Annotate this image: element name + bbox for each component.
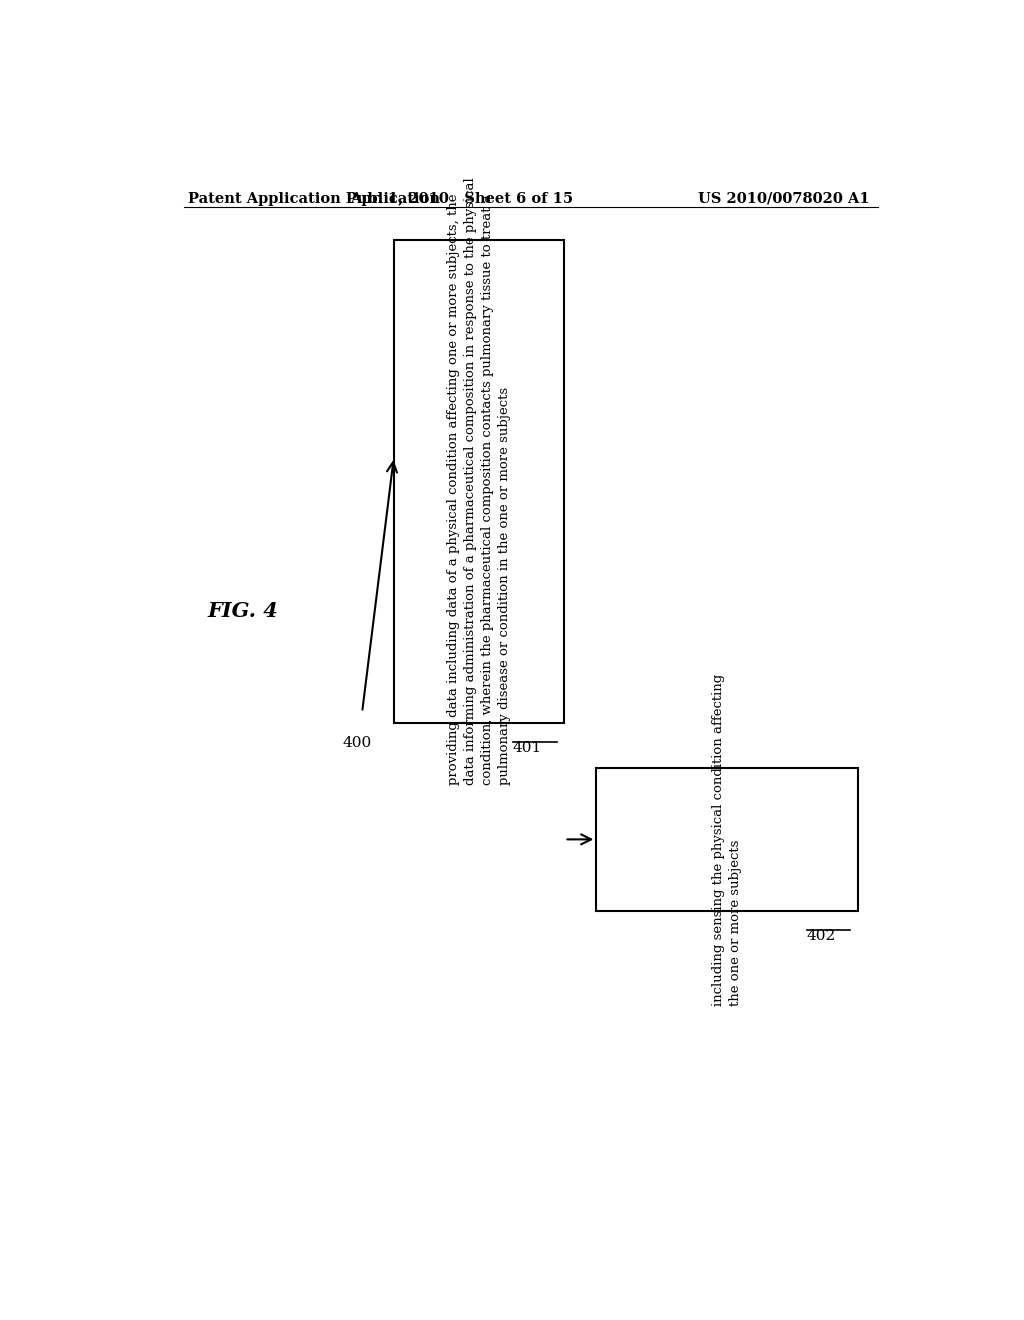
Bar [394, 240, 564, 722]
Text: Patent Application Publication: Patent Application Publication [187, 191, 439, 206]
Text: 400: 400 [342, 735, 372, 750]
Text: Apr. 1, 2010   Sheet 6 of 15: Apr. 1, 2010 Sheet 6 of 15 [350, 191, 572, 206]
Bar [596, 768, 858, 911]
Text: providing data including data of a physical condition affecting one or more subj: providing data including data of a physi… [447, 177, 511, 785]
Text: US 2010/0078020 A1: US 2010/0078020 A1 [698, 191, 870, 206]
Text: 401: 401 [513, 741, 542, 755]
Text: 402: 402 [807, 929, 836, 942]
Text: including sensing the physical condition affecting
the one or more subjects: including sensing the physical condition… [712, 673, 742, 1006]
Text: FIG. 4: FIG. 4 [207, 601, 279, 620]
